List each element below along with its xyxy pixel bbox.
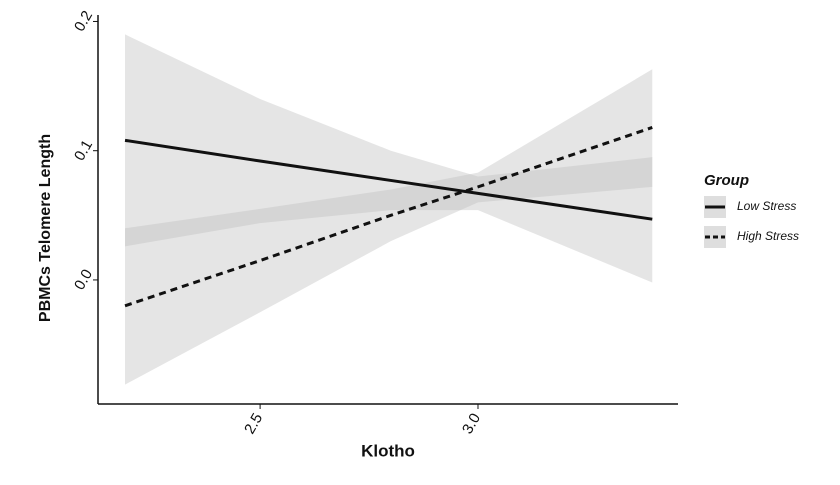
y-tick-label: 0.2 (71, 8, 96, 35)
confidence-band (125, 69, 653, 385)
x-tick-label: 3.0 (459, 410, 484, 437)
y-tick-label: 0.0 (71, 266, 96, 293)
y-axis-label: PBMCs Telomere Length (37, 134, 54, 322)
legend-label: High Stress (737, 229, 799, 243)
line (124, 138, 653, 221)
y-tick-label: 0.1 (71, 137, 96, 164)
legend-title: Group (704, 172, 749, 189)
legend-label: Low Stress (737, 199, 796, 213)
x-tick-label: 2.5 (241, 410, 266, 437)
line (124, 126, 653, 308)
confidence-band (125, 34, 653, 283)
x-axis-label: Klotho (361, 441, 415, 460)
